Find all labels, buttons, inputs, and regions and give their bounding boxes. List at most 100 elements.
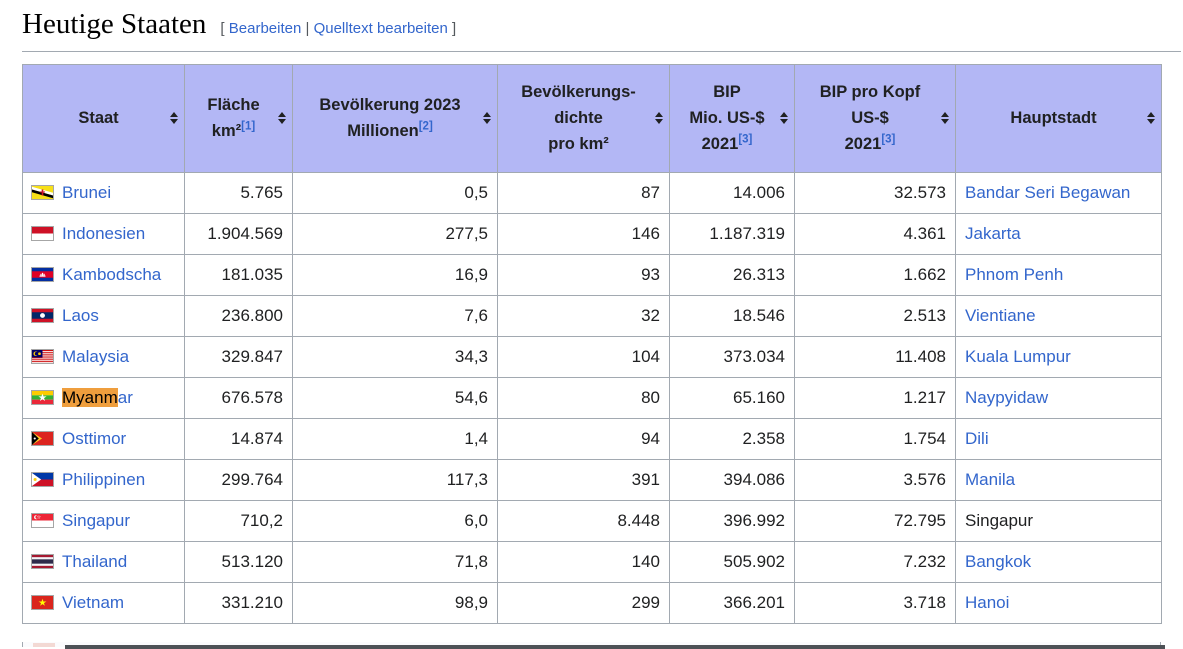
flaeche-value: 1.904.569: [184, 212, 293, 255]
country-link[interactable]: Singapur: [62, 510, 131, 530]
flag-kambodscha-icon: [31, 267, 54, 283]
flaeche-value: 181.035: [184, 253, 293, 296]
capital-link[interactable]: Naypyidaw: [965, 387, 1049, 407]
sort-icon[interactable]: [780, 112, 788, 125]
column-header-bevoelkerung[interactable]: Bevölkerung 2023 Millionen[2]: [292, 63, 498, 173]
edit-separator: |: [305, 20, 310, 37]
country-cell: Laos: [22, 294, 185, 337]
column-label-line: dichte: [554, 109, 603, 128]
capital-cell: Bandar Seri Begawan: [955, 171, 1162, 214]
bevoelkerung-value: 1,4: [292, 417, 498, 460]
capital-link[interactable]: Bandar Seri Begawan: [965, 182, 1131, 202]
section-edit-links: [ Bearbeiten | Quelltext bearbeiten ]: [220, 20, 456, 37]
flag-myanmar-icon: [31, 390, 54, 406]
sort-icon[interactable]: [941, 112, 949, 125]
sort-icon[interactable]: [170, 112, 178, 125]
bip_kopf-value: 72.795: [794, 499, 956, 542]
sort-icon[interactable]: [278, 112, 286, 125]
bip-value: 2.358: [669, 417, 795, 460]
capital-link[interactable]: Vientiane: [965, 305, 1036, 325]
reference-link[interactable]: [3]: [738, 133, 753, 146]
bip_kopf-value: 1.754: [794, 417, 956, 460]
capital-link[interactable]: Manila: [965, 469, 1016, 489]
table-row: Malaysia 329.847 34,3 104 373.034 11.408 Kuala…: [22, 335, 1162, 378]
flaeche-value: 329.847: [184, 335, 293, 378]
reference-link[interactable]: [1]: [241, 120, 256, 133]
states-table: Staat Fläche km²[1] Bevölkerung 2023 Million…: [22, 63, 1162, 624]
country-link[interactable]: Thailand: [62, 551, 128, 571]
country-cell: Malaysia: [22, 335, 185, 378]
bip-value: 65.160: [669, 376, 795, 419]
edit-link[interactable]: Bearbeiten: [228, 20, 302, 37]
capital-link[interactable]: Dili: [965, 428, 989, 448]
column-header-flaeche[interactable]: Fläche km²[1]: [184, 63, 293, 173]
capital-cell: Kuala Lumpur: [955, 335, 1162, 378]
column-label-line: US-$: [851, 109, 889, 128]
bip_kopf-value: 2.513: [794, 294, 956, 337]
country-link[interactable]: Myanmar: [62, 387, 133, 407]
find-highlight: Myanm: [62, 387, 118, 407]
capital-cell: Manila: [955, 458, 1162, 501]
column-label-line: Bevölkerungs-: [521, 83, 636, 102]
flag-laos-icon: [31, 308, 54, 324]
country-link[interactable]: Malaysia: [62, 346, 130, 366]
column-header-bip_kopf[interactable]: BIP pro Kopf US-$ 2021[3]: [794, 63, 956, 173]
flaeche-value: 710,2: [184, 499, 293, 542]
country-link[interactable]: Osttimor: [62, 428, 127, 448]
column-header-staat[interactable]: Staat: [22, 63, 185, 173]
capital-cell: Naypyidaw: [955, 376, 1162, 419]
partial-flag-fragment: [33, 643, 55, 647]
dichte-value: 87: [497, 171, 670, 214]
sort-icon[interactable]: [483, 112, 491, 125]
country-cell: Vietnam: [22, 581, 185, 624]
column-header-dichte[interactable]: Bevölkerungs-dichte pro km²: [497, 63, 670, 173]
country-cell: Myanmar: [22, 376, 185, 419]
bip_kopf-value: 1.662: [794, 253, 956, 296]
country-cell: Indonesien: [22, 212, 185, 255]
column-label-line: Millionen[2]: [347, 120, 433, 141]
table-row: Vietnam 331.210 98,9 299 366.201 3.718 Hanoi: [22, 581, 1162, 624]
country-link[interactable]: Vietnam: [62, 592, 125, 612]
bevoelkerung-value: 7,6: [292, 294, 498, 337]
column-label-line: BIP: [713, 83, 741, 102]
capital-link[interactable]: Bangkok: [965, 551, 1032, 571]
edit-source-link[interactable]: Quelltext bearbeiten: [313, 20, 448, 37]
column-label-line: Hauptstadt: [1010, 109, 1097, 128]
country-link[interactable]: Brunei: [62, 182, 112, 202]
edit-bracket-close: ]: [452, 20, 457, 37]
dichte-value: 391: [497, 458, 670, 501]
flaeche-value: 5.765: [184, 171, 293, 214]
country-cell: Osttimor: [22, 417, 185, 460]
capital-link[interactable]: Kuala Lumpur: [965, 346, 1071, 366]
bip-value: 373.034: [669, 335, 795, 378]
column-label-line: Staat: [78, 109, 119, 128]
flaeche-value: 299.764: [184, 458, 293, 501]
flaeche-value: 513.120: [184, 540, 293, 583]
capital-cell: Bangkok: [955, 540, 1162, 583]
sort-icon[interactable]: [1147, 112, 1155, 125]
country-link[interactable]: Kambodscha: [62, 264, 162, 284]
column-label-line: BIP pro Kopf: [819, 83, 921, 102]
bip-value: 14.006: [669, 171, 795, 214]
dichte-value: 94: [497, 417, 670, 460]
country-link[interactable]: Philippinen: [62, 469, 146, 489]
column-label-line: km²[1]: [211, 120, 256, 141]
capital-link[interactable]: Phnom Penh: [965, 264, 1064, 284]
capital-link[interactable]: Jakarta: [965, 223, 1021, 243]
reference-link[interactable]: [3]: [881, 133, 896, 146]
column-header-bip[interactable]: BIP Mio. US-$ 2021[3]: [669, 63, 795, 173]
dichte-value: 104: [497, 335, 670, 378]
capital-link[interactable]: Hanoi: [965, 592, 1010, 612]
country-link[interactable]: Indonesien: [62, 223, 146, 243]
reference-link[interactable]: [2]: [418, 120, 433, 133]
bip_kopf-value: 3.576: [794, 458, 956, 501]
flaeche-value: 331.210: [184, 581, 293, 624]
sort-icon[interactable]: [655, 112, 663, 125]
flag-brunei-icon: [31, 185, 54, 201]
dichte-value: 140: [497, 540, 670, 583]
section-heading: Heutige Staaten [ Bearbeiten | Quelltext…: [22, 6, 1181, 52]
column-header-hauptstadt[interactable]: Hauptstadt: [955, 63, 1162, 173]
country-link[interactable]: Laos: [62, 305, 99, 325]
flag-osttimor-icon: [31, 431, 54, 447]
flag-thailand-icon: [31, 554, 54, 570]
